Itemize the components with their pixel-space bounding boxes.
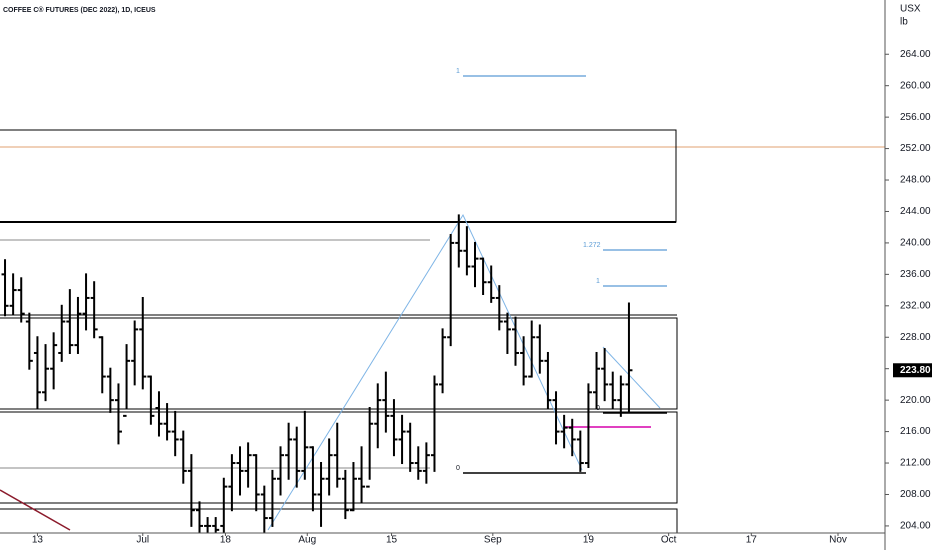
fib-label: 1.272 — [583, 242, 601, 249]
y-tick-label: 212.00 — [900, 458, 931, 469]
zone-box — [0, 411, 678, 504]
drawings: 1 1.272 1 0 0 — [0, 68, 932, 550]
y-tick-label: 244.00 — [900, 206, 931, 217]
x-tick-label: Nov — [829, 535, 847, 546]
y-tick-label: 216.00 — [900, 426, 931, 437]
y-tick-label: 256.00 — [900, 112, 931, 123]
x-tick-label: Oct — [661, 535, 677, 546]
y-tick-label: 208.00 — [900, 489, 931, 500]
x-tick-label: Sep — [484, 535, 502, 546]
axis-background — [885, 0, 932, 550]
y-tick-label: 252.00 — [900, 143, 931, 154]
y-tick-label: 260.00 — [900, 80, 931, 91]
y-tick-label: 204.00 — [900, 521, 931, 532]
x-tick-label: Jul — [136, 535, 149, 546]
y-tick-label: 228.00 — [900, 332, 931, 343]
unit-label: lb — [900, 17, 908, 28]
axis-background — [0, 533, 932, 550]
currency-label: USX — [900, 4, 921, 15]
zone-box — [0, 317, 678, 410]
chart-title: COFFEE C® FUTURES (DEC 2022), 1D, ICEUS — [3, 6, 156, 14]
trend-line — [602, 346, 661, 409]
y-tick-label: 220.00 — [900, 395, 931, 406]
price-tag-label: 223.80 — [900, 365, 931, 376]
zone-box — [0, 129, 677, 223]
fib-label: 0 — [456, 465, 460, 472]
y-tick-label: 264.00 — [900, 49, 931, 60]
x-tick-label: 15 — [386, 535, 398, 546]
bars — [1, 214, 633, 543]
x-tick-label: Aug — [298, 535, 316, 546]
fib-label: 1 — [596, 278, 600, 285]
x-tick-label: 18 — [220, 535, 232, 546]
price-tag — [893, 363, 932, 378]
x-tick-label: 17 — [746, 535, 758, 546]
y-tick-label: 232.00 — [900, 300, 931, 311]
fib-label: 0 — [596, 405, 600, 412]
trend-line — [267, 213, 583, 531]
y-tick-label: 240.00 — [900, 238, 931, 249]
x-tick-label: 13 — [32, 535, 44, 546]
y-tick-label: 236.00 — [900, 269, 931, 280]
fib-label: 1 — [456, 68, 460, 75]
x-tick-label: 19 — [583, 535, 595, 546]
y-tick-label: 248.00 — [900, 175, 931, 186]
trend-line — [0, 489, 71, 531]
